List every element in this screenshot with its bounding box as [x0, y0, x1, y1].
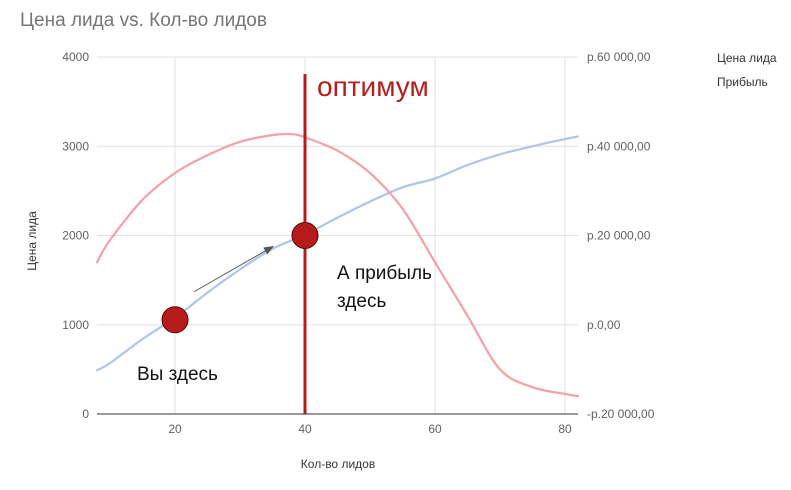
- arrow: [193, 246, 274, 293]
- y-left-tick-label: 0: [82, 407, 89, 421]
- x-tick-label: 60: [428, 422, 442, 436]
- you-are-here-label: Вы здесь: [137, 364, 218, 385]
- legend-item-cena-lida: Цена лида: [717, 51, 777, 65]
- series-layer: [95, 74, 580, 414]
- y-left-tick-label: 4000: [62, 50, 89, 64]
- profit-here-label-line: здесь: [337, 291, 386, 312]
- chart-title: Цена лида vs. Кол-во лидов: [20, 10, 267, 31]
- grid: [97, 56, 578, 414]
- legend: Цена лида Прибыль: [717, 51, 777, 89]
- marker-you-are-here: [161, 306, 189, 334]
- y-left-tick-label: 2000: [62, 229, 89, 243]
- y-axis-title-left: Цена лида: [25, 211, 39, 271]
- optimum-label: оптимум: [317, 71, 429, 102]
- legend-item-pribyl: Прибыль: [717, 75, 768, 89]
- marker-profit-here: [291, 222, 319, 249]
- profit-here-label: А прибыль здесь: [337, 263, 432, 312]
- y-right-tick-label: р.40 000,00: [587, 139, 651, 153]
- y-left-tick-label: 1000: [62, 318, 89, 332]
- annotations: оптимум Вы здесь А прибыль здесь: [137, 71, 432, 385]
- x-tick-label: 20: [168, 422, 182, 436]
- x-axis-title: Кол-во лидов: [301, 457, 375, 471]
- y-right-tick-label: р.20 000,00: [587, 229, 651, 243]
- y-right-tick-label: -р.20 000,00: [587, 407, 655, 421]
- y-right-tick-label: р.60 000,00: [587, 50, 651, 64]
- x-tick-label: 40: [298, 422, 312, 436]
- series-line-cena-lida: [95, 135, 580, 372]
- y-right-tick-label: р.0,00: [587, 318, 621, 332]
- x-tick-label: 80: [558, 422, 572, 436]
- axes: 0 1000 2000 3000 4000 20 40 60 80 -р.20 000,00 р.0…: [62, 50, 654, 436]
- series-line-pribyl: [95, 132, 580, 398]
- y-left-tick-label: 3000: [62, 139, 89, 153]
- profit-here-label-line: А прибыль: [337, 263, 432, 284]
